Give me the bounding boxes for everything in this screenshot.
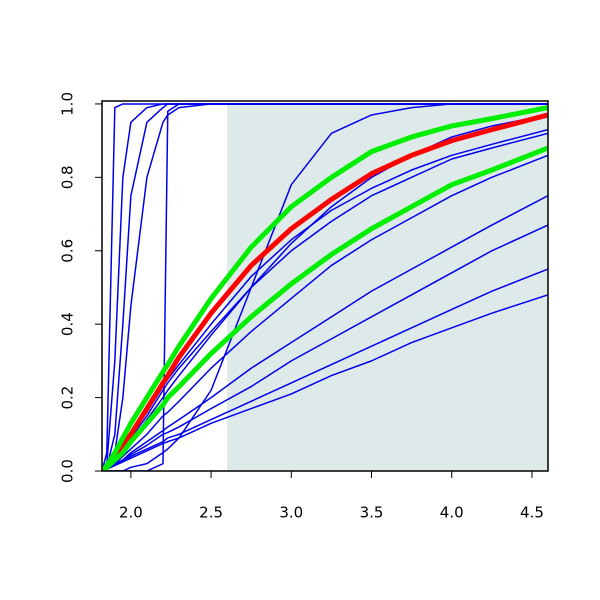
series-line <box>102 294 548 471</box>
x-tick-label: 4.5 <box>520 504 544 522</box>
series-line <box>102 103 548 471</box>
series-line <box>102 103 548 471</box>
series-line <box>102 224 548 471</box>
x-tick-label: 4.0 <box>440 504 464 522</box>
series-line <box>102 105 548 471</box>
y-tick-label: 0.6 <box>59 239 77 263</box>
series-line <box>102 112 548 471</box>
x-tick-label: 2.0 <box>119 504 143 522</box>
x-tick-label: 3.5 <box>360 504 384 522</box>
y-tick-label: 0.4 <box>59 312 77 336</box>
y-tick-label: 0.0 <box>59 459 77 483</box>
y-tick-label: 0.2 <box>59 386 77 410</box>
series-line <box>102 145 548 471</box>
y-tick-label: 1.0 <box>59 92 77 116</box>
series-line <box>102 154 548 471</box>
plot-box <box>101 100 549 472</box>
x-tick-label: 2.5 <box>199 504 223 522</box>
x-tick-label: 3.0 <box>279 504 303 522</box>
y-tick-label: 0.8 <box>59 165 77 189</box>
plot-area <box>102 103 548 471</box>
